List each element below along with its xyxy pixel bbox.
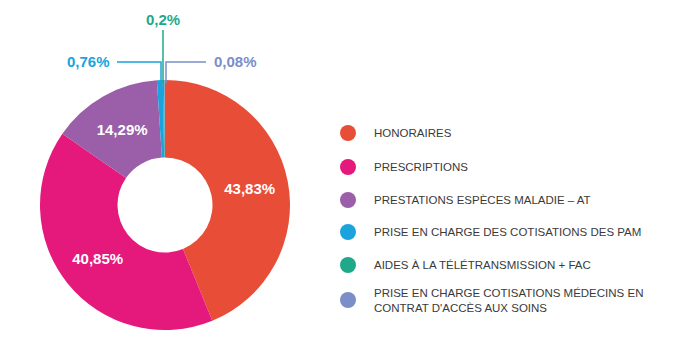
svg-text:43,83%: 43,83% [224, 180, 275, 197]
svg-text:HONORAIRES: HONORAIRES [374, 127, 452, 139]
svg-text:PRESCRIPTIONS: PRESCRIPTIONS [374, 161, 468, 173]
svg-text:AIDES À LA TÉLÉTRANSMISSION +: AIDES À LA TÉLÉTRANSMISSION + FAC [374, 259, 591, 271]
svg-text:0,76%: 0,76% [67, 53, 110, 70]
svg-text:0,2%: 0,2% [146, 11, 180, 28]
svg-text:0,08%: 0,08% [214, 53, 257, 70]
svg-text:PRESTATIONS ESPÈCES MALADIE –: PRESTATIONS ESPÈCES MALADIE – AT [374, 194, 591, 206]
svg-text:PRISE EN CHARGE COTISATIONS MÉ: PRISE EN CHARGE COTISATIONS MÉDECINS ENC… [374, 287, 643, 314]
svg-text:14,29%: 14,29% [97, 121, 148, 138]
svg-text:PRISE EN CHARGE DES COTISATION: PRISE EN CHARGE DES COTISATIONS DES PAM [374, 226, 641, 238]
svg-text:40,85%: 40,85% [72, 250, 123, 267]
